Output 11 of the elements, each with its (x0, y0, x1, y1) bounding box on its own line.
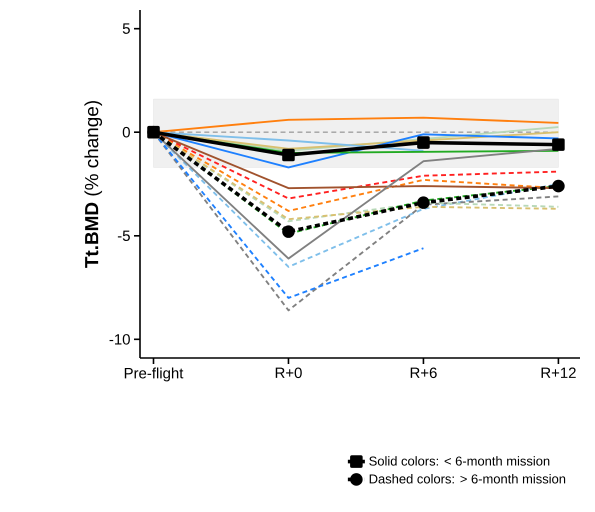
y-axis-title: Tt.BMD (% change) (84, 101, 102, 268)
x-tick-label: R+0 (276, 367, 302, 378)
x-tick-label: Pre-flight (124, 368, 184, 382)
y-tick-label: -5 (118, 230, 130, 241)
x-tick-label: R+12 (542, 367, 576, 378)
x-tick-label: R+6 (410, 367, 437, 378)
y-tick-label: 0 (122, 126, 130, 138)
y-tick-label: -10 (110, 334, 130, 345)
y-tick-label: 5 (122, 23, 130, 34)
legend-label: Solid colors: < 6-month mission (369, 456, 550, 466)
legend-label: Dashed colors: > 6-month mission (370, 474, 566, 484)
